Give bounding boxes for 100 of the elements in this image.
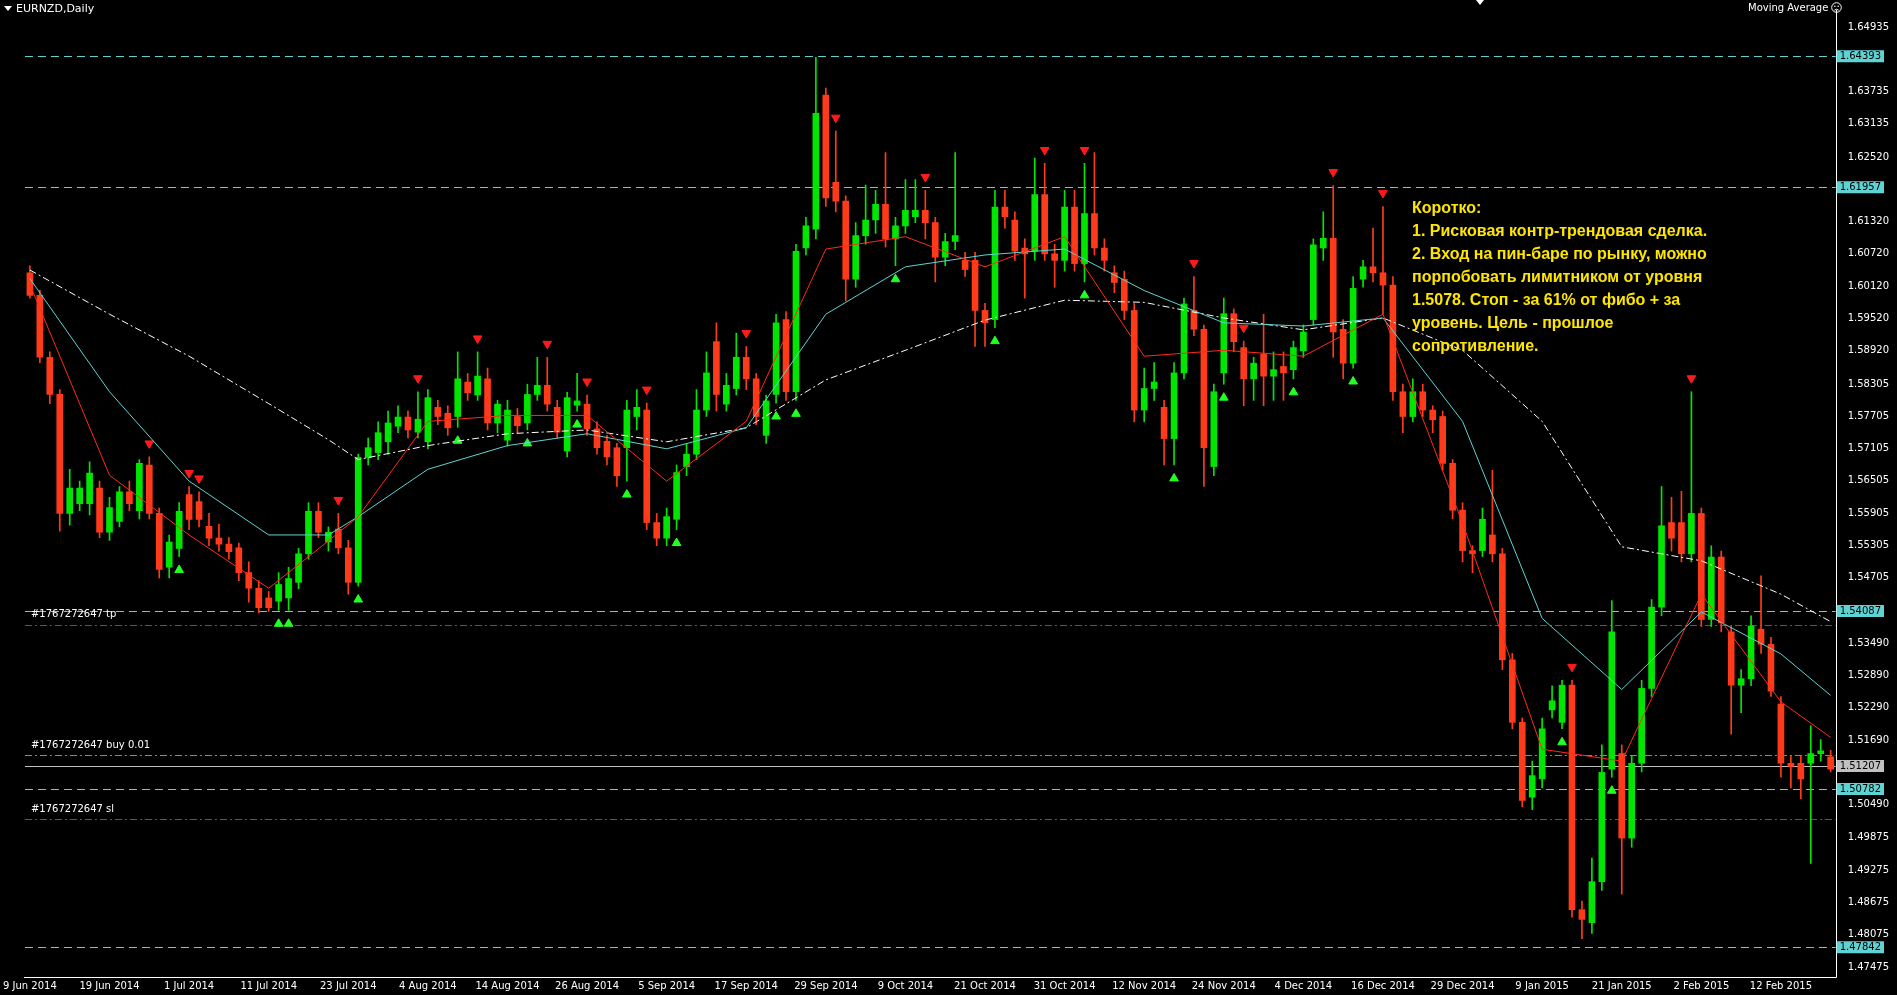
x-tick-label: 4 Dec 2014 xyxy=(1274,979,1333,991)
point xyxy=(671,537,682,547)
point xyxy=(641,386,652,396)
y-tick-label: 1.49275 xyxy=(1847,863,1890,875)
ref-line-label: 1.61957 xyxy=(1839,180,1882,192)
y-tick-label: 1.59520 xyxy=(1847,312,1890,324)
x-tick-label: 12 Nov 2014 xyxy=(1112,979,1177,991)
point xyxy=(542,340,553,350)
ref-line-label: 1.47842 xyxy=(1839,940,1882,952)
y-tick-label: 1.55305 xyxy=(1847,539,1890,551)
point xyxy=(890,273,901,283)
y-tick-label: 1.60120 xyxy=(1847,279,1890,291)
y-tick-label: 1.63135 xyxy=(1847,117,1890,129)
x-tick-label: 9 Jan 2015 xyxy=(1515,979,1569,991)
chart-title: EURNZD,Daily xyxy=(16,2,95,15)
x-tick-label: 29 Dec 2014 xyxy=(1430,979,1495,991)
y-tick-label: 1.64935 xyxy=(1847,20,1890,32)
y-tick-label: 1.52290 xyxy=(1847,701,1890,713)
point xyxy=(1288,386,1299,396)
y-tick-label: 1.58305 xyxy=(1847,377,1890,389)
point xyxy=(1557,736,1567,746)
point xyxy=(174,564,184,573)
point xyxy=(1189,260,1199,269)
candlestick xyxy=(633,389,641,431)
candlestick xyxy=(1737,669,1745,713)
ref-line-label: 1.54087 xyxy=(1839,604,1882,616)
candlestick xyxy=(533,356,541,401)
point xyxy=(353,594,364,603)
y-tick-label: 1.62520 xyxy=(1847,150,1890,162)
y-tick-label: 1.49875 xyxy=(1847,831,1890,843)
y-tick-label: 1.53490 xyxy=(1847,636,1890,648)
y-tick-label: 1.57105 xyxy=(1847,442,1890,454)
candlestick xyxy=(1319,211,1327,261)
point xyxy=(273,618,284,627)
x-tick-label: 21 Oct 2014 xyxy=(954,979,1016,991)
point xyxy=(622,489,632,498)
y-tick-label: 1.51690 xyxy=(1847,733,1890,745)
point xyxy=(920,173,931,183)
ref-line-label: 1.50782 xyxy=(1839,782,1882,794)
x-tick-label: 23 Jul 2014 xyxy=(319,979,377,991)
candlestick xyxy=(1817,739,1825,762)
candlestick xyxy=(832,130,840,213)
x-tick-label: 17 Sep 2014 xyxy=(714,979,778,991)
y-tick-label: 1.52890 xyxy=(1847,669,1890,681)
y-tick-label: 1.48075 xyxy=(1847,928,1890,940)
ref-line-label: #1767272647 buy 0.01 xyxy=(30,738,151,750)
x-tick-label: 24 Nov 2014 xyxy=(1191,979,1256,991)
candlestick xyxy=(1379,206,1387,315)
point xyxy=(184,470,194,479)
point xyxy=(572,419,582,428)
y-tick-label: 1.48675 xyxy=(1847,896,1890,908)
point xyxy=(1079,146,1090,156)
point xyxy=(771,411,781,420)
y-tick-label: 1.63735 xyxy=(1847,85,1890,97)
y-tick-label: 1.57705 xyxy=(1847,409,1890,421)
point xyxy=(1039,146,1050,156)
x-tick-label: 31 Oct 2014 xyxy=(1033,979,1096,991)
y-tick-label: 1.56505 xyxy=(1847,474,1890,486)
x-tick-label: 16 Dec 2014 xyxy=(1351,979,1415,991)
x-tick-label: 14 Aug 2014 xyxy=(475,979,540,991)
candlestick xyxy=(573,373,581,412)
point xyxy=(144,440,155,449)
point xyxy=(283,618,294,627)
ref-line-label: #1767272647 tp xyxy=(30,608,117,620)
point xyxy=(741,330,752,339)
x-tick-label: 9 Jun 2014 xyxy=(3,979,57,991)
point xyxy=(1169,472,1179,482)
x-tick-label: 5 Sep 2014 xyxy=(638,979,696,991)
y-tick-label: 1.50490 xyxy=(1847,798,1890,810)
x-tick-label: 12 Feb 2015 xyxy=(1749,979,1813,991)
point xyxy=(582,378,592,388)
x-tick-label: 4 Aug 2014 xyxy=(399,979,457,991)
point xyxy=(1378,190,1388,199)
y-tick-label: 1.47475 xyxy=(1847,960,1890,972)
point xyxy=(333,496,344,506)
ref-line-label: #1767272647 sl xyxy=(30,802,115,814)
y-tick-label: 1.58920 xyxy=(1847,344,1890,356)
point xyxy=(472,335,483,344)
point xyxy=(1328,169,1339,178)
candlestick xyxy=(1807,725,1815,864)
x-tick-label: 26 Aug 2014 xyxy=(555,979,620,991)
candlestick xyxy=(951,152,959,250)
point xyxy=(990,335,1000,345)
ref-line-label: 1.64393 xyxy=(1839,49,1882,61)
point xyxy=(194,475,204,484)
point xyxy=(413,375,423,384)
point xyxy=(830,114,841,124)
point xyxy=(1218,392,1229,401)
x-tick-label: 9 Oct 2014 xyxy=(877,979,934,991)
point xyxy=(1348,376,1358,385)
x-tick-label: 19 Jun 2014 xyxy=(79,979,140,991)
candlestick xyxy=(1787,755,1795,789)
point xyxy=(1238,324,1249,334)
x-tick-label: 29 Sep 2014 xyxy=(794,979,858,991)
annotation: Moving Average xyxy=(1748,2,1829,13)
annotation: Коротко: 1. Рисковая контр-трендовая сделка. 2. Вход на пин-баре по рынку, можно порпобовать лимитником от уровня 1.5078. Стоп - за 61% от фибо + за уровень. Цель - прошлое сопротивление. xyxy=(1412,198,1708,356)
candlestick xyxy=(1369,227,1377,283)
x-tick-label: 11 Jul 2014 xyxy=(240,979,297,991)
ref-line-label: 1.51207 xyxy=(1839,759,1882,771)
point xyxy=(1079,289,1090,299)
